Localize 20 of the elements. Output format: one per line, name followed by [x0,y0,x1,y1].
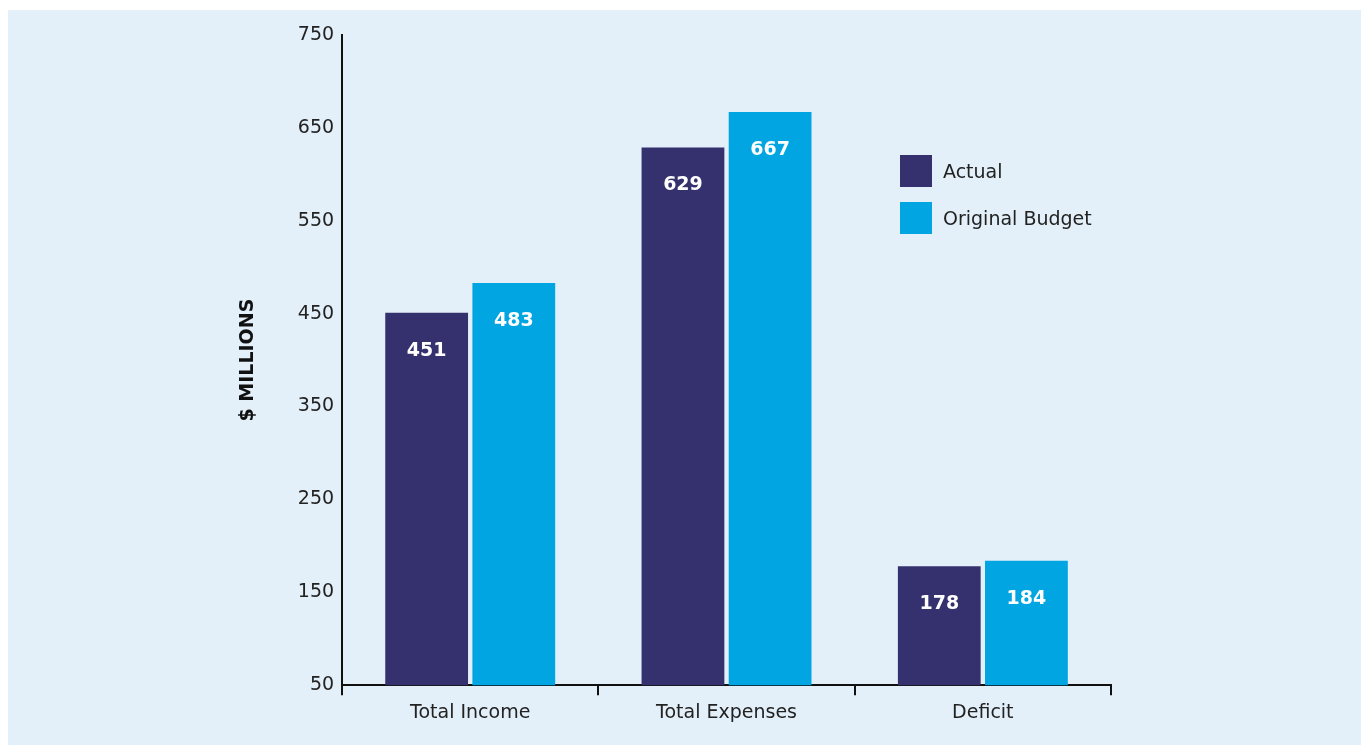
data-label: 184 [1006,585,1047,608]
data-label: 667 [750,137,790,160]
y-tick-label: 350 [297,393,335,416]
y-tick-label: 450 [297,300,335,323]
y-tick-label: 50 [309,672,335,695]
data-label: 178 [919,591,960,614]
y-tick-label: 150 [297,579,335,602]
y-axis-title: $ MILLIONS [235,298,258,422]
data-label: 483 [493,307,534,330]
x-tick-label: Deficit [952,699,1014,722]
data-label: 451 [406,337,447,360]
legend-label: Original Budget [943,207,1092,229]
x-tick-label: Total Income [409,699,531,722]
y-tick-label: 250 [297,486,335,509]
x-tick-label: Total Expenses [655,699,798,722]
y-tick-label: 750 [297,21,335,44]
y-tick-label: 550 [297,207,335,230]
legend-label: Actual [943,160,1003,182]
y-tick-label: 650 [297,114,335,137]
data-label: 629 [663,172,703,195]
